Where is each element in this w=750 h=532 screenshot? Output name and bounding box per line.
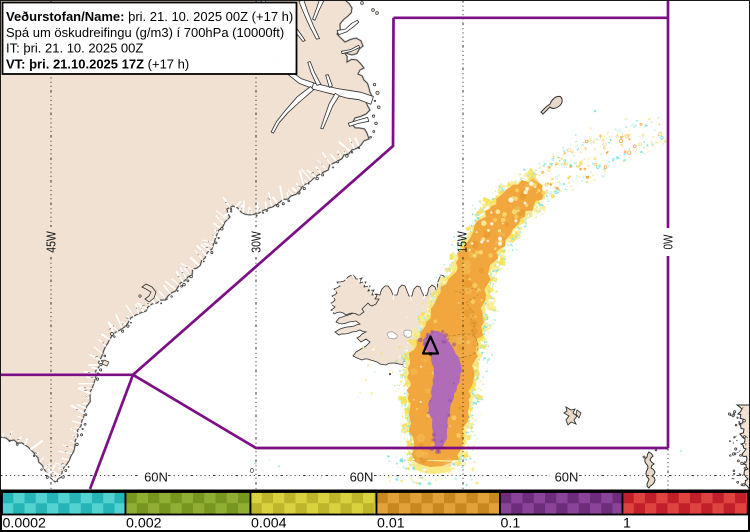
svg-text:60N: 60N xyxy=(144,470,168,485)
svg-text:Spá um öskudreifingu (g/m3) í: Spá um öskudreifingu (g/m3) í 700hPa (10… xyxy=(6,25,284,40)
svg-text:60N: 60N xyxy=(555,470,579,485)
svg-text:IT: þri. 21. 10. 2025 00Z: IT: þri. 21. 10. 2025 00Z xyxy=(6,41,143,56)
svg-text:1: 1 xyxy=(623,516,631,532)
svg-text:0.002: 0.002 xyxy=(126,516,162,532)
svg-text:60N: 60N xyxy=(350,470,374,485)
svg-text:15W: 15W xyxy=(455,231,470,253)
svg-text:0.004: 0.004 xyxy=(251,516,287,532)
svg-text:45W: 45W xyxy=(44,231,59,253)
svg-text:0: 0 xyxy=(250,468,254,475)
svg-text:0.01: 0.01 xyxy=(377,516,405,532)
svg-text:30W: 30W xyxy=(249,231,264,253)
svg-text:0.1: 0.1 xyxy=(501,516,521,532)
svg-text:VT: þri. 21.10.2025 17Z (+17 h: VT: þri. 21.10.2025 17Z (+17 h) xyxy=(6,56,189,71)
svg-text:0.0002: 0.0002 xyxy=(3,516,47,532)
svg-text:0W: 0W xyxy=(661,234,676,250)
svg-text:Veðurstofan/Name: þri. 21. 10.: Veðurstofan/Name: þri. 21. 10. 2025 00Z … xyxy=(6,9,293,24)
